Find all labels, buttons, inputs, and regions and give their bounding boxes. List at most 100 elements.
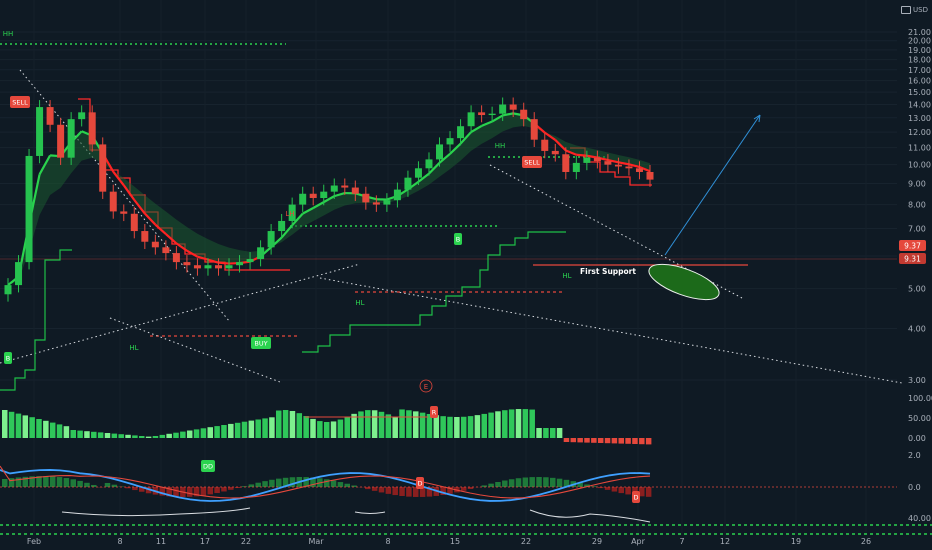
volume-osc-bar — [132, 435, 138, 438]
macd-histogram-bar — [481, 485, 487, 487]
volume-osc-bar — [618, 438, 624, 444]
macd-histogram-bar — [49, 476, 56, 487]
price-tick-label: 12.00 — [908, 128, 931, 137]
volume-osc-bar — [365, 410, 371, 438]
signal-badge: SELL — [524, 159, 540, 167]
price-tick-label: 9.00 — [908, 180, 926, 189]
price-tick-label: 20.00 — [908, 37, 931, 46]
price-tick-label: 17.00 — [908, 66, 931, 75]
volume-osc-bar — [269, 417, 275, 438]
price-tick-label: 4.00 — [908, 325, 926, 334]
time-tick-label: 17 — [200, 537, 210, 546]
swing-label: HL — [129, 344, 138, 352]
candle-body — [383, 200, 391, 205]
price-tick-label: 21.00 — [908, 28, 931, 37]
volume-osc-bar — [145, 436, 152, 438]
volume-osc-bar — [118, 434, 124, 438]
macd-histogram-bar — [392, 487, 398, 496]
candle-body — [414, 168, 422, 178]
swing-label: LH — [285, 210, 294, 218]
macd-signal-line — [0, 465, 651, 499]
macd-histogram-bar — [419, 487, 426, 497]
indicator-mark-bg — [430, 406, 438, 418]
price-tick-label: 14.00 — [908, 101, 931, 110]
volume-osc-bar — [488, 412, 494, 438]
candle-body — [467, 112, 475, 127]
volume-osc-bar — [371, 410, 378, 438]
volume-osc-bar — [323, 421, 330, 438]
volume-osc-bar — [392, 417, 398, 438]
indicator-mark: E — [424, 383, 428, 391]
ma-fast-segment — [449, 142, 462, 155]
signal-badge: B — [6, 355, 10, 363]
macd-histogram-bar — [413, 487, 419, 497]
volume-osc-bar — [97, 432, 104, 438]
price-mark-label: 9.31 — [904, 255, 921, 264]
volume-osc-bar — [234, 422, 241, 438]
macd-histogram-bar — [29, 476, 35, 487]
price-mark-label: 9.37 — [904, 242, 921, 251]
macd-histogram-bar — [488, 483, 494, 487]
ma-fast-segment — [38, 154, 52, 175]
candle-body — [330, 185, 338, 192]
swing-label: HL — [355, 299, 364, 307]
projection-arrow-head — [753, 114, 761, 123]
macd-histogram-bar — [426, 487, 433, 497]
trendline — [19, 69, 231, 323]
ma-fast-segment — [291, 212, 304, 227]
macd-histogram-bar — [385, 487, 392, 494]
indicator-panes — [0, 409, 932, 535]
candle-body — [214, 265, 222, 269]
macd-histogram-bar — [2, 479, 8, 487]
volume-osc-bar — [186, 430, 193, 438]
macd-histogram-bar — [248, 484, 255, 487]
candle-body — [141, 231, 149, 242]
projection-arrow-line — [664, 114, 761, 256]
candle-body — [635, 168, 643, 172]
time-tick-label: 29 — [592, 537, 602, 546]
candle-body — [625, 166, 633, 169]
candle-body — [604, 161, 612, 165]
macd-histogram-bar — [234, 487, 241, 489]
price-tick-label: 3.00 — [908, 376, 926, 385]
macd-histogram-bar — [618, 487, 624, 494]
volume-osc-bar — [111, 433, 118, 438]
volume-osc-bar — [77, 430, 83, 438]
macd-histogram-bar — [310, 477, 316, 487]
volume-osc-bar — [248, 420, 255, 438]
ma-fast-segment — [639, 165, 651, 173]
time-tick-label: 7 — [679, 537, 684, 546]
macd-histogram-bar — [186, 487, 193, 497]
ma-fast-segment — [154, 223, 167, 235]
macd-histogram-bar — [406, 487, 412, 497]
macd-histogram-bar — [228, 487, 234, 490]
volume-osc-bar — [550, 428, 556, 438]
indicator-tick-label: 100.00 — [908, 394, 932, 403]
candle-body — [109, 191, 117, 212]
candle-body — [204, 265, 212, 269]
macd-histogram-bar — [22, 476, 29, 487]
volume-osc-bar — [15, 413, 22, 438]
macd-histogram-bar — [447, 487, 453, 494]
signal-badge: BUY — [254, 340, 267, 348]
macd-histogram-bar — [159, 487, 166, 496]
macd-histogram-bar — [584, 484, 590, 487]
volume-osc-bar — [289, 410, 296, 438]
volume-osc-bar — [193, 429, 200, 438]
swing-label: HH — [3, 30, 14, 38]
candle-body — [520, 109, 528, 120]
macd-histogram-bar — [365, 487, 371, 490]
candle-body — [320, 191, 328, 199]
candle-body — [67, 119, 75, 158]
volume-osc-bar — [426, 413, 433, 438]
volume-osc-bar — [276, 410, 282, 438]
macd-histogram-bar — [63, 478, 70, 487]
settings-icon[interactable] — [901, 6, 912, 14]
support-zone-ellipse — [648, 263, 720, 301]
volume-osc-bar — [43, 420, 49, 438]
volume-osc-bar — [228, 423, 234, 438]
macd-histogram-bar — [282, 477, 289, 487]
candle-body — [457, 126, 465, 139]
candle-body — [478, 112, 486, 116]
